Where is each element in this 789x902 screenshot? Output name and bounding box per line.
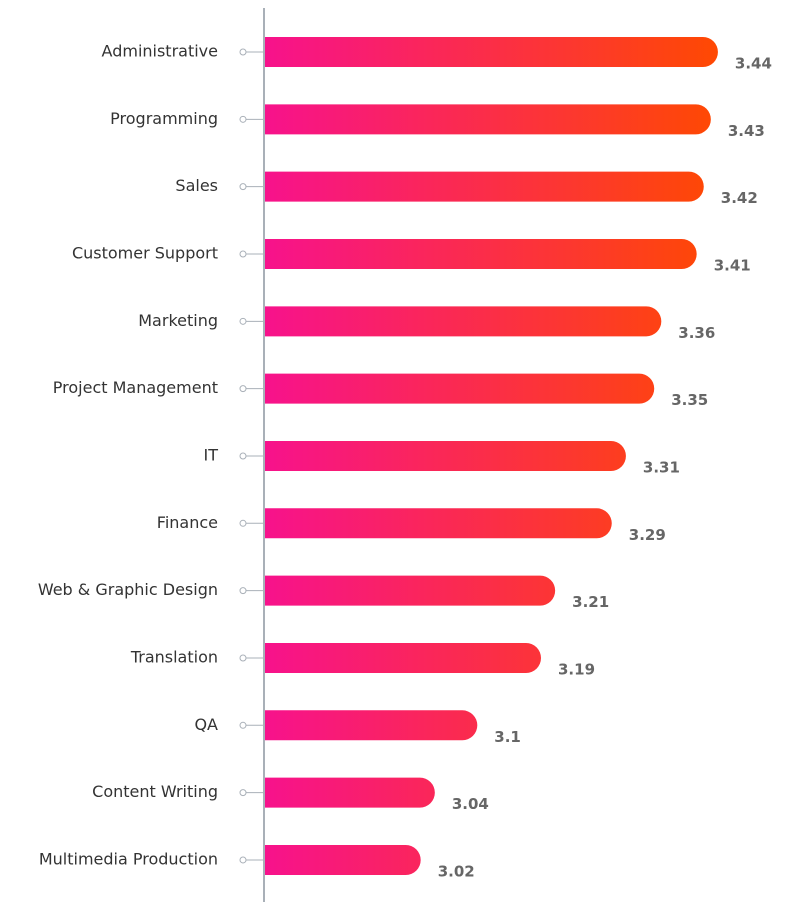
value-label: 3.42 — [721, 189, 758, 207]
value-label: 3.41 — [714, 256, 751, 274]
category-label: Web & Graphic Design — [38, 580, 218, 599]
value-label: 3.43 — [728, 122, 765, 140]
bar — [265, 575, 556, 606]
value-label: 3.35 — [671, 391, 708, 409]
category-label: QA — [194, 715, 218, 734]
marker — [239, 183, 247, 191]
bar — [265, 440, 626, 471]
value-label: 3.36 — [678, 324, 715, 342]
category-label: Sales — [175, 176, 218, 195]
bar — [265, 238, 697, 269]
marker — [239, 789, 247, 797]
bar — [265, 37, 718, 67]
value-label: 3.1 — [494, 728, 521, 746]
category-label: Multimedia Production — [39, 849, 218, 868]
marker — [239, 587, 247, 595]
value-label: 3.31 — [643, 458, 680, 476]
bar — [265, 508, 612, 539]
category-label: Administrative — [102, 42, 218, 61]
marker — [239, 48, 247, 56]
category-label: Finance — [157, 513, 218, 532]
category-label: Customer Support — [72, 243, 218, 262]
marker — [239, 654, 247, 662]
bar — [265, 306, 662, 337]
marker — [239, 317, 247, 325]
value-label: 3.21 — [572, 593, 609, 611]
value-label: 3.19 — [558, 660, 595, 678]
marker — [239, 452, 247, 460]
category-label: Project Management — [53, 378, 218, 397]
category-label: Programming — [110, 109, 218, 128]
value-label: 3.29 — [629, 526, 666, 544]
marker — [239, 250, 247, 258]
value-label: 3.04 — [452, 795, 489, 813]
marker — [239, 721, 247, 729]
bar — [265, 373, 655, 404]
bar — [265, 104, 711, 135]
marker — [239, 115, 247, 123]
value-label: 3.02 — [438, 862, 475, 880]
marker — [239, 856, 247, 864]
category-label: Translation — [130, 647, 218, 666]
marker — [239, 519, 247, 527]
value-label: 3.44 — [735, 55, 772, 73]
category-label: IT — [204, 445, 219, 464]
category-label: Marketing — [138, 311, 218, 330]
bar — [265, 844, 421, 875]
bar — [265, 777, 435, 808]
bar — [265, 171, 704, 202]
category-label: Content Writing — [92, 782, 218, 801]
bar — [265, 710, 478, 741]
marker — [239, 385, 247, 393]
bar — [265, 642, 542, 673]
